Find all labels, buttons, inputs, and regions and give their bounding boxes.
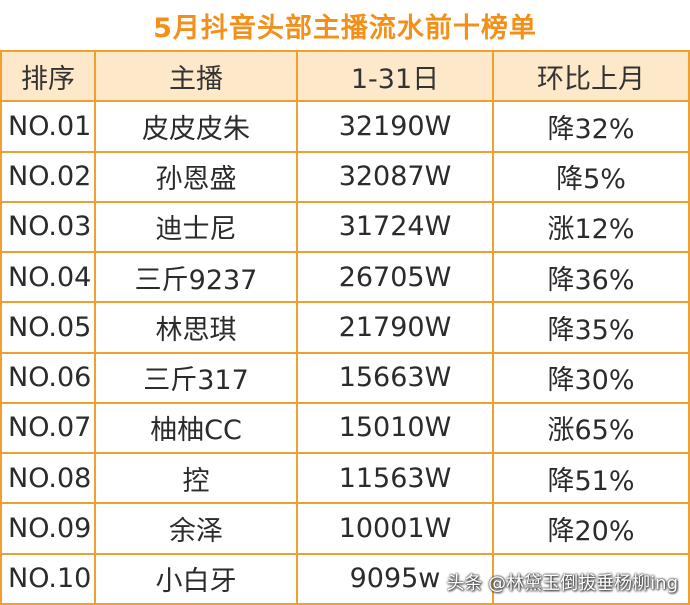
rank-cell: NO.03 [0, 202, 96, 254]
streamer-cell: 控 [96, 454, 298, 505]
rank-cell: NO.10 [0, 554, 96, 605]
rank-cell: NO.01 [0, 102, 96, 153]
header-mom-change: 环比上月 [494, 52, 690, 103]
revenue-cell: 11563W [298, 454, 494, 505]
change-cell: 降35% [494, 303, 690, 354]
header-rank: 排序 [0, 52, 96, 103]
revenue-cell: 26705W [298, 253, 494, 304]
header-streamer: 主播 [96, 52, 298, 103]
rank-cell: NO.02 [0, 152, 96, 203]
change-cell: 降36% [494, 253, 690, 304]
header-period: 1-31日 [298, 52, 494, 103]
streamer-cell: 三斤317 [96, 353, 298, 404]
board-title: 5月抖音头部主播流水前十榜单 [0, 0, 690, 50]
change-cell: 降30% [494, 353, 690, 404]
streamer-cell: 孙恩盛 [96, 152, 298, 203]
ranking-table: 排序 主播 1-31日 环比上月 NO.01 皮皮皮朱 32190W 降32% … [0, 50, 690, 605]
streamer-cell: 柚柚CC [96, 403, 298, 455]
revenue-cell: 10001W [298, 504, 494, 555]
streamer-cell: 小白牙 [96, 554, 298, 605]
change-cell: 降32% [494, 102, 690, 153]
rank-cell: NO.07 [0, 403, 96, 455]
revenue-cell: 32087W [298, 152, 494, 203]
change-cell: 降5% [494, 152, 690, 203]
rank-cell: NO.06 [0, 353, 96, 404]
streamer-cell: 三斤9237 [96, 253, 298, 304]
revenue-cell: 21790W [298, 303, 494, 354]
change-cell: 涨65% [494, 403, 690, 455]
rank-cell: NO.08 [0, 454, 96, 505]
change-cell: 降51% [494, 454, 690, 505]
revenue-cell: 9095w [298, 554, 494, 605]
rank-cell: NO.05 [0, 303, 96, 354]
revenue-cell: 31724W [298, 202, 494, 254]
change-cell: 涨12% [494, 202, 690, 254]
streamer-cell: 迪士尼 [96, 202, 298, 254]
revenue-cell: 15010W [298, 403, 494, 455]
change-cell: 降20% [494, 504, 690, 555]
source-watermark: 头条 @林黛玉倒拔垂杨柳ing [446, 573, 678, 594]
rank-cell: NO.04 [0, 253, 96, 304]
revenue-cell: 32190W [298, 102, 494, 153]
streamer-cell: 余泽 [96, 504, 298, 555]
revenue-cell: 15663W [298, 353, 494, 404]
streamer-cell: 林思琪 [96, 303, 298, 354]
rank-cell: NO.09 [0, 504, 96, 555]
streamer-cell: 皮皮皮朱 [96, 102, 298, 153]
